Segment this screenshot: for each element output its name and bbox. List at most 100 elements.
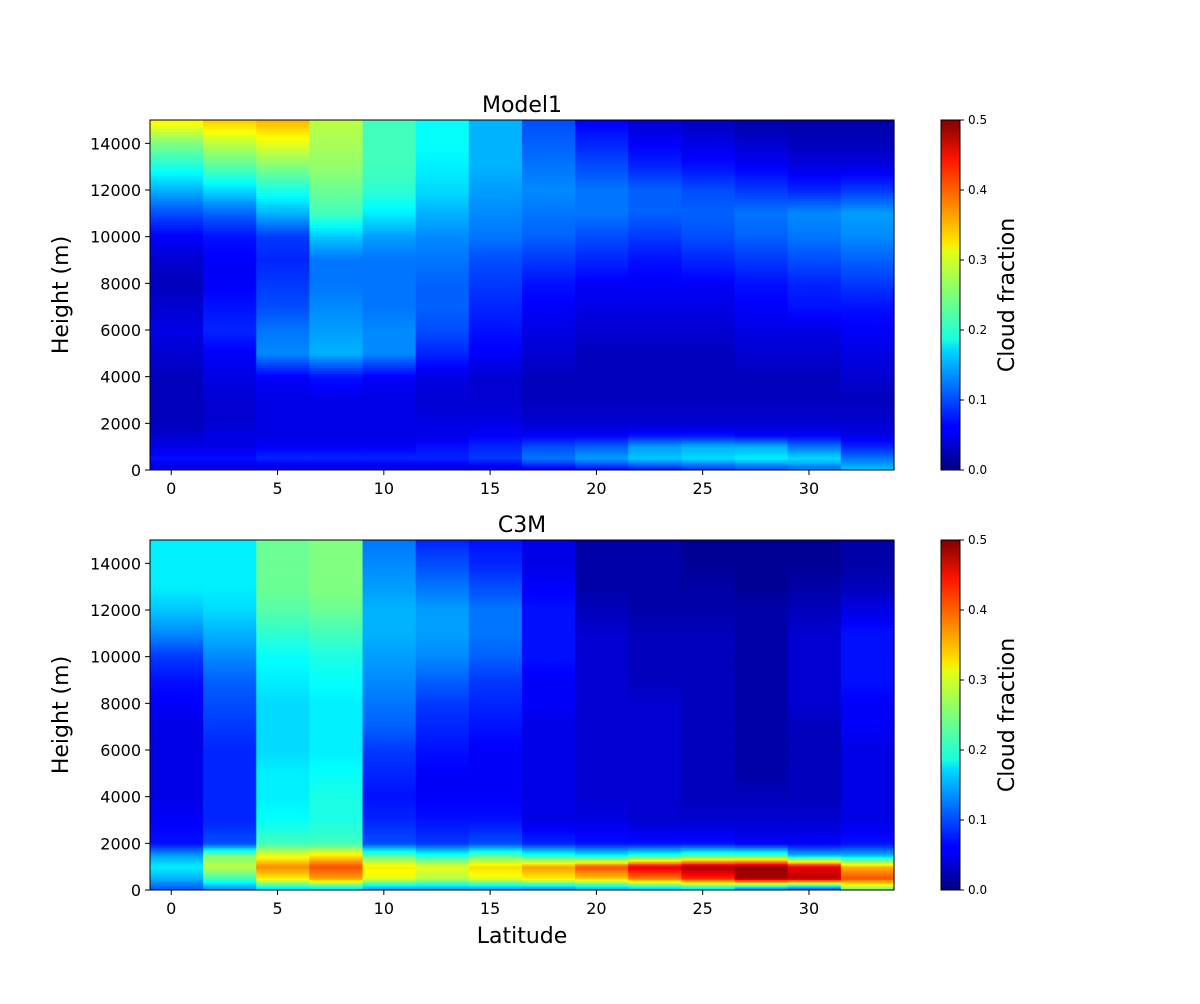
heatmap-cell — [150, 644, 204, 649]
heatmap-cell — [415, 119, 470, 124]
heatmap-cell — [256, 213, 311, 217]
heatmap-cell — [681, 373, 736, 377]
heatmap-cell — [468, 840, 523, 844]
heatmap-cell — [734, 711, 789, 716]
heatmap-cell — [840, 781, 895, 786]
heatmap-cell — [522, 726, 576, 730]
heatmap-cell — [522, 444, 576, 447]
heatmap-cell — [522, 239, 576, 243]
heatmap-cell — [734, 189, 789, 194]
heatmap-cell — [840, 183, 895, 188]
heatmap-cell — [362, 440, 417, 443]
heatmap-cell — [203, 560, 257, 564]
heatmap-cell — [468, 332, 523, 337]
heatmap-cell — [309, 662, 364, 666]
heatmap-cell — [628, 227, 683, 232]
heatmap-cell — [840, 213, 895, 217]
heatmap-cell — [415, 312, 470, 316]
heatmap-cell — [681, 843, 736, 846]
heatmap-cell — [415, 427, 470, 430]
heatmap-cell — [203, 256, 257, 261]
heatmap-cell — [840, 250, 895, 255]
heatmap-cell — [150, 248, 204, 252]
heatmap-cell — [681, 767, 736, 771]
heatmap-cell — [628, 213, 683, 217]
heatmap-cell — [309, 444, 364, 447]
heatmap-cell — [734, 137, 789, 141]
heatmap-cell — [150, 436, 204, 439]
heatmap-cell — [575, 402, 629, 407]
heatmap-cell — [309, 831, 364, 835]
heatmap-cell — [203, 665, 257, 669]
heatmap-cell — [468, 633, 523, 637]
heatmap-cell — [256, 271, 311, 275]
heatmap-cell — [203, 761, 257, 765]
heatmap-cell — [203, 583, 257, 587]
heatmap-cell — [734, 213, 789, 217]
heatmap-cell — [787, 861, 842, 865]
y-tick-label: 14000 — [90, 134, 141, 153]
heatmap-cell — [256, 717, 311, 722]
heatmap-cell — [628, 239, 683, 243]
heatmap-cell — [787, 819, 842, 824]
heatmap-cell — [256, 431, 311, 434]
heatmap-cell — [362, 268, 417, 272]
heatmap-cell — [681, 350, 736, 354]
heatmap-cell — [840, 468, 895, 471]
heatmap-cell — [150, 808, 204, 812]
heatmap-cell — [734, 805, 789, 809]
heatmap-cell — [734, 253, 789, 258]
heatmap-cell — [522, 131, 576, 135]
heatmap-cell — [575, 347, 629, 351]
heatmap-cell — [256, 793, 311, 797]
heatmap-cell — [468, 708, 523, 713]
heatmap-cell — [575, 571, 629, 576]
heatmap-cell — [628, 157, 683, 162]
heatmap-cell — [787, 867, 842, 870]
heatmap-cell — [681, 224, 736, 229]
heatmap-cell — [150, 405, 204, 410]
heatmap-cell — [734, 358, 789, 363]
heatmap-cell — [468, 341, 523, 345]
heatmap-cell — [628, 844, 683, 847]
heatmap-cell — [522, 665, 576, 669]
heatmap-cell — [150, 542, 204, 547]
heatmap-cell — [415, 259, 470, 264]
heatmap-cell — [362, 160, 417, 165]
heatmap-cell — [256, 568, 311, 573]
heatmap-cell — [681, 746, 736, 751]
heatmap-cell — [575, 563, 629, 567]
heatmap-cell — [150, 773, 204, 777]
heatmap-cell — [362, 427, 417, 430]
heatmap-cell — [681, 434, 736, 437]
heatmap-cell — [309, 583, 364, 587]
heatmap-cell — [787, 571, 842, 576]
heatmap-cell — [787, 880, 842, 884]
heatmap-cell — [309, 230, 364, 235]
heatmap-cell — [415, 373, 470, 377]
heatmap-cell — [309, 711, 364, 716]
heatmap-cell — [203, 720, 257, 725]
heatmap-cell — [628, 215, 683, 220]
heatmap-cell — [203, 843, 257, 846]
heatmap-cell — [468, 813, 523, 818]
heatmap-cell — [415, 183, 470, 188]
heatmap-cell — [362, 726, 417, 730]
heatmap-cell — [681, 577, 736, 582]
heatmap-cell — [256, 867, 311, 870]
heatmap-cell — [415, 297, 470, 302]
heatmap-cell — [309, 318, 364, 322]
heatmap-cell — [362, 455, 417, 458]
heatmap-cell — [203, 565, 257, 570]
heatmap-cell — [734, 606, 789, 611]
heatmap-cell — [734, 388, 789, 392]
heatmap-cell — [522, 446, 576, 449]
heatmap-cell — [840, 856, 895, 859]
heatmap-cell — [628, 717, 683, 722]
heatmap-cell — [256, 143, 311, 147]
heatmap-cell — [681, 178, 736, 182]
heatmap-cell — [309, 414, 364, 418]
heatmap-cell — [681, 816, 736, 821]
heatmap-cell — [628, 571, 683, 576]
heatmap-cell — [468, 644, 523, 649]
